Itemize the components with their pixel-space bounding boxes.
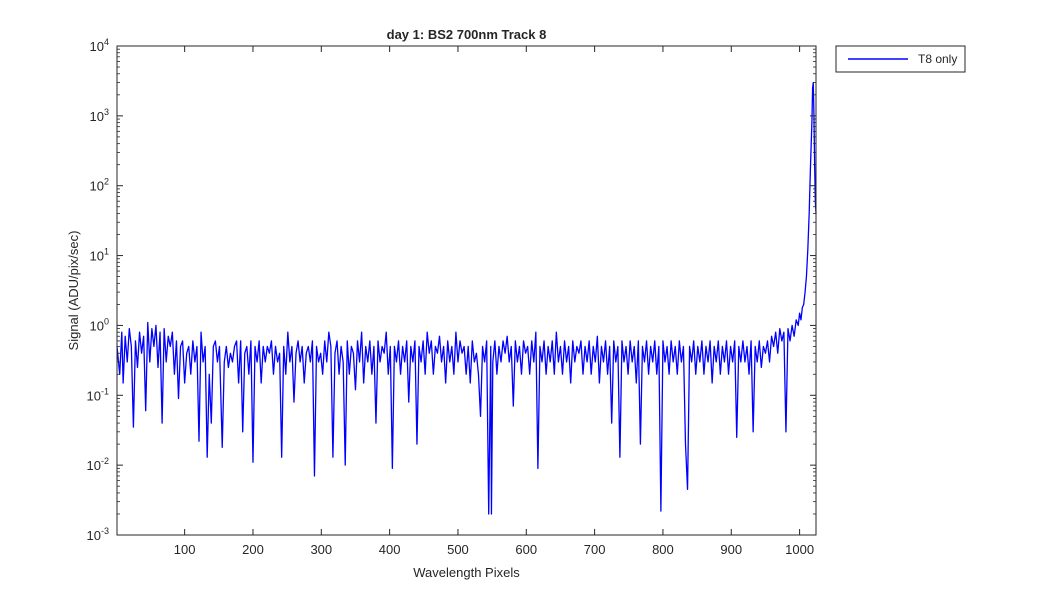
y-axis-label: Signal (ADU/pix/sec) (66, 231, 81, 351)
y-tick-label: 100 (90, 316, 109, 333)
x-tick-label: 100 (174, 542, 196, 557)
x-tick-label: 700 (584, 542, 606, 557)
chart-title: day 1: BS2 700nm Track 8 (387, 27, 547, 42)
axes-layer: 100 200 300 400 500 600 700 800 900 1000 10-3 10-2 1… (87, 37, 817, 557)
legend-entry-label: T8 only (918, 52, 957, 66)
x-axis-label: Wavelength Pixels (413, 565, 520, 580)
x-tick-label: 500 (447, 542, 469, 557)
legend: T8 only (835, 45, 966, 73)
x-tick-label: 800 (652, 542, 674, 557)
axes-box (116, 45, 817, 536)
plot-area (117, 46, 816, 535)
y-tick-label: 101 (90, 247, 109, 264)
y-tick-label: 10-2 (87, 456, 109, 473)
x-tick-label: 1000 (785, 542, 814, 557)
x-tick-label: 600 (515, 542, 537, 557)
x-tick-label: 400 (379, 542, 401, 557)
series-layer (116, 81, 817, 515)
y-tick-label: 104 (90, 37, 109, 54)
y-tick-label: 103 (90, 107, 109, 124)
y-tick-label: 102 (90, 177, 109, 194)
y-tick-label: 10-1 (87, 386, 109, 403)
series-line-1 (116, 81, 817, 515)
y-tick-label: 10-3 (87, 526, 109, 543)
x-tick-label: 300 (310, 542, 332, 557)
x-tick-label: 200 (242, 542, 264, 557)
x-tick-label: 900 (720, 542, 742, 557)
